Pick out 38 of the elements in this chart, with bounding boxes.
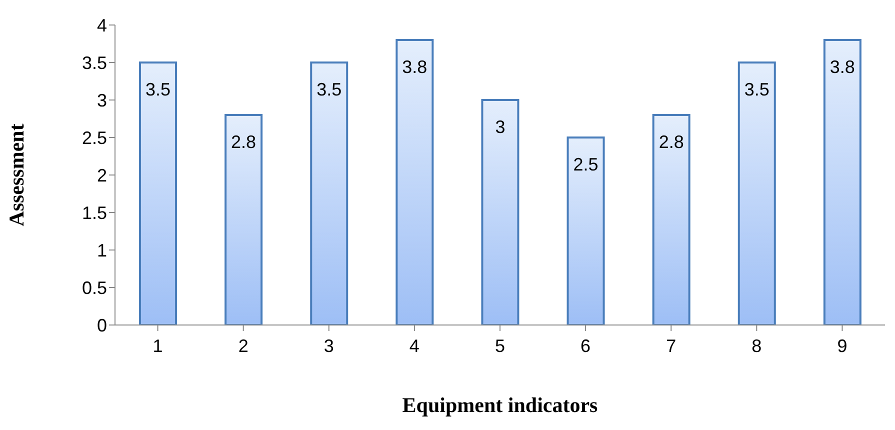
y-tick-label: 2 <box>96 165 107 186</box>
x-tick-label: 3 <box>324 336 334 356</box>
x-axis-title: Equipment indicators <box>402 393 598 417</box>
y-axis-title: Assessment <box>4 124 28 226</box>
y-tick-label: 0 <box>96 315 107 336</box>
bar <box>396 39 434 325</box>
x-tick-label: 2 <box>238 336 248 356</box>
bar <box>481 99 520 325</box>
x-tick-label: 4 <box>409 336 420 356</box>
data-label: 2.8 <box>231 132 256 152</box>
data-label: 3.5 <box>744 79 770 100</box>
y-tick-label: 4 <box>96 15 107 36</box>
data-label: 3.8 <box>402 56 428 77</box>
bar <box>823 39 862 325</box>
bar <box>310 62 348 325</box>
y-tick-label: 3.5 <box>82 52 107 73</box>
x-tick-label: 1 <box>152 336 163 356</box>
data-label: 3.5 <box>145 79 171 100</box>
bar <box>139 62 177 325</box>
x-tick-label: 7 <box>666 336 676 356</box>
data-label: 3 <box>495 116 506 137</box>
bar <box>738 62 776 325</box>
x-tick-label: 6 <box>580 336 591 356</box>
data-label: 3.8 <box>830 56 855 77</box>
y-tick-label: 2.5 <box>82 128 107 148</box>
bar <box>224 114 263 325</box>
y-tick-label: 1 <box>96 240 107 260</box>
data-label: 2.5 <box>573 154 598 174</box>
data-label: 3.5 <box>316 79 342 100</box>
x-tick-label: 5 <box>494 336 506 356</box>
y-tick-label: 0.5 <box>82 278 107 298</box>
y-tick-label: 1.5 <box>82 202 107 223</box>
data-label: 2.8 <box>658 132 684 152</box>
bar <box>566 136 605 325</box>
bar <box>652 114 690 325</box>
x-tick-label: 9 <box>837 336 848 356</box>
x-tick-label: 8 <box>752 336 762 356</box>
y-tick-label: 3 <box>96 90 107 110</box>
